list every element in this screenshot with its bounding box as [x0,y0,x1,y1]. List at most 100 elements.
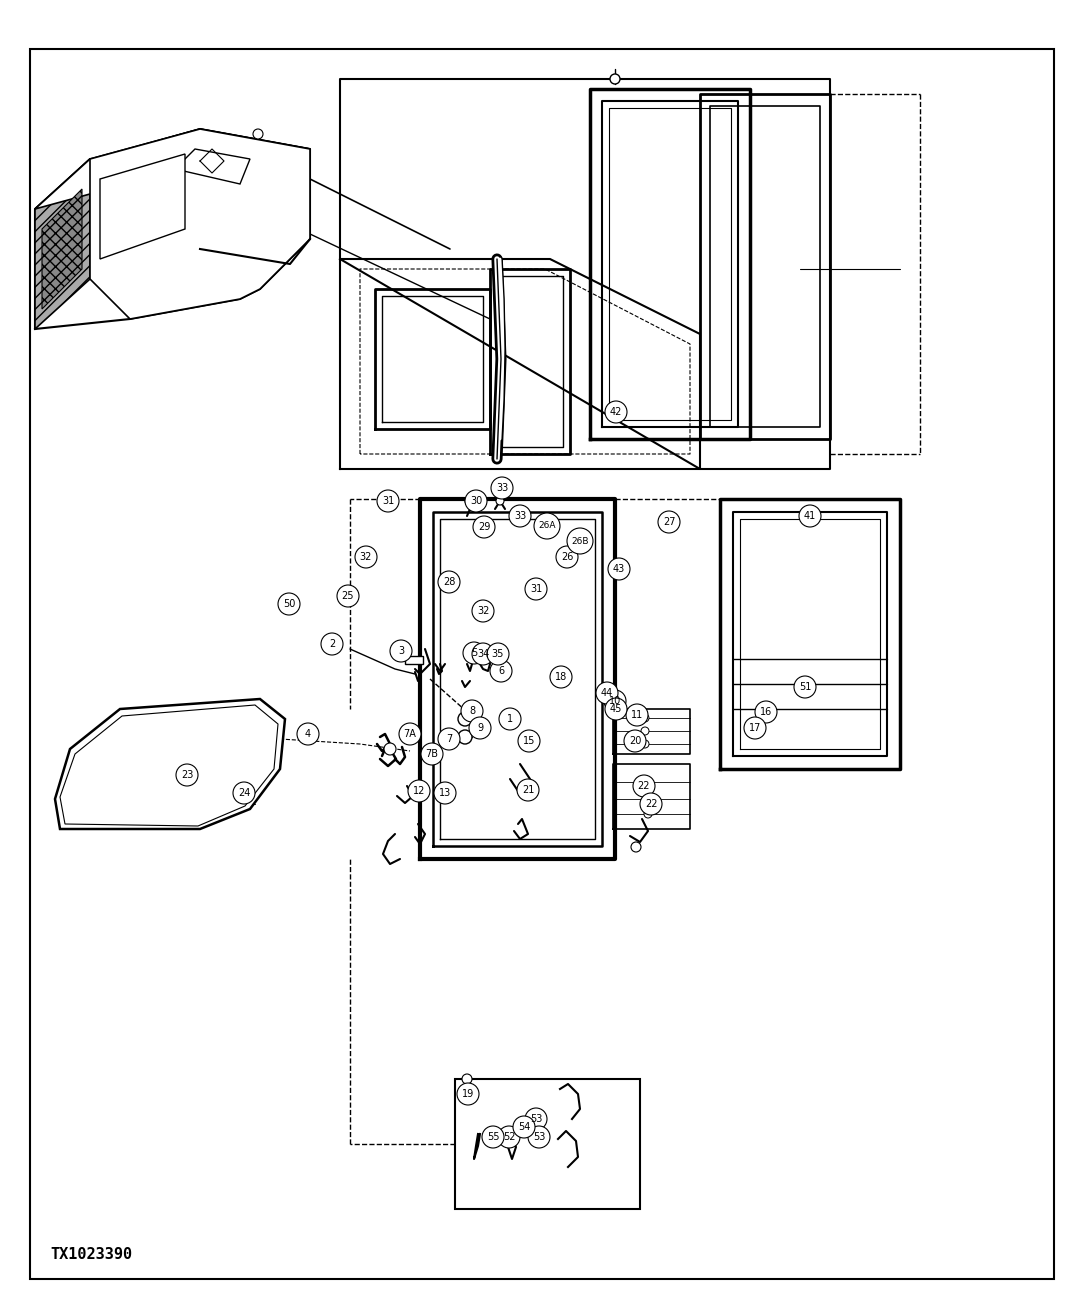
Text: 16: 16 [760,707,772,717]
Text: 33: 33 [495,483,508,493]
Text: 25: 25 [341,590,354,601]
Circle shape [525,579,547,600]
Text: 7: 7 [446,734,452,744]
Circle shape [469,717,491,740]
Circle shape [465,496,475,507]
Circle shape [438,728,460,750]
Text: 7A: 7A [403,729,416,740]
Bar [405,656,423,664]
Circle shape [321,634,343,654]
Circle shape [644,810,651,818]
Text: 34: 34 [477,649,489,658]
Text: 54: 54 [518,1122,530,1132]
Bar [455,1079,640,1210]
Circle shape [490,660,512,682]
Text: 20: 20 [629,736,642,746]
Polygon shape [100,154,185,259]
Circle shape [518,730,540,751]
Circle shape [390,640,412,662]
Circle shape [434,781,456,804]
Circle shape [253,130,263,139]
Circle shape [641,726,649,734]
Text: 26A: 26A [539,521,556,530]
Circle shape [472,643,494,665]
Text: 55: 55 [487,1132,500,1141]
Circle shape [517,779,539,801]
Circle shape [641,740,649,747]
Circle shape [482,1126,504,1148]
Circle shape [641,713,649,723]
Circle shape [793,675,816,698]
Text: 3: 3 [398,647,404,656]
Polygon shape [55,699,285,829]
Circle shape [754,702,777,723]
Circle shape [176,764,198,785]
Circle shape [462,1073,472,1084]
Circle shape [498,1126,520,1148]
Circle shape [399,723,421,745]
Text: 23: 23 [181,770,193,780]
Circle shape [550,666,572,689]
Circle shape [658,511,680,533]
Circle shape [465,490,487,512]
Circle shape [509,505,531,528]
Text: 51: 51 [799,682,811,692]
Circle shape [499,708,521,730]
Text: 27: 27 [662,517,675,528]
Circle shape [337,585,359,607]
Circle shape [473,516,495,538]
Text: 29: 29 [478,522,490,531]
Circle shape [461,700,483,723]
Text: 30: 30 [469,496,482,507]
Circle shape [438,571,460,593]
Text: 52: 52 [503,1132,515,1141]
Text: 9: 9 [477,723,483,733]
Circle shape [567,528,593,554]
Circle shape [491,476,513,499]
Circle shape [644,778,651,785]
Text: 31: 31 [382,496,395,507]
Text: 21: 21 [521,785,534,795]
Circle shape [604,690,625,712]
Circle shape [297,723,319,745]
Text: 26: 26 [560,552,573,562]
Text: 18: 18 [555,672,567,682]
Text: 41: 41 [804,511,816,521]
Text: 7B: 7B [426,749,439,759]
Text: 19: 19 [462,1089,474,1100]
Circle shape [596,682,618,704]
Text: 17: 17 [749,723,761,733]
Text: 2: 2 [328,639,335,649]
Circle shape [278,593,300,615]
Text: 28: 28 [442,577,455,586]
Circle shape [421,744,443,764]
Circle shape [528,1126,550,1148]
Text: 44: 44 [601,689,614,698]
Circle shape [513,1117,535,1138]
Text: 32: 32 [477,606,489,617]
Circle shape [605,698,627,720]
Text: 15: 15 [522,736,535,746]
Text: 32: 32 [360,552,372,562]
Text: 31: 31 [530,584,542,594]
Text: 43: 43 [612,564,625,575]
Text: 33: 33 [514,511,526,521]
Text: 1: 1 [507,713,513,724]
Circle shape [496,497,504,505]
Polygon shape [90,130,310,319]
Polygon shape [42,188,82,309]
Text: TX1023390: TX1023390 [50,1247,132,1262]
Circle shape [408,780,430,802]
Circle shape [233,781,255,804]
Polygon shape [35,130,201,209]
Polygon shape [35,158,90,329]
Text: 10: 10 [609,696,621,706]
Text: 5: 5 [470,648,477,658]
Text: 8: 8 [469,706,475,716]
Circle shape [556,546,578,568]
Circle shape [631,842,641,852]
Text: 4: 4 [305,729,311,740]
Circle shape [640,793,662,816]
Circle shape [487,643,509,665]
Circle shape [633,775,655,797]
